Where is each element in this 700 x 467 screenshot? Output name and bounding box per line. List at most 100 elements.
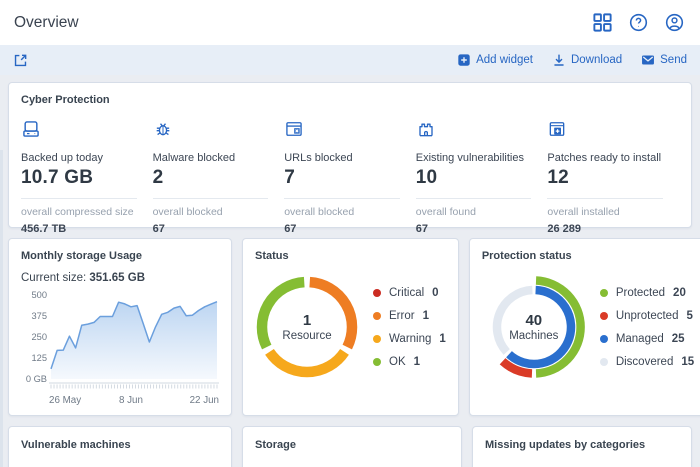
download-button[interactable]: Download [552, 53, 622, 67]
legend-item-error[interactable]: Error 1 [373, 304, 446, 327]
missing-updates-title: Missing updates by categories [485, 439, 679, 451]
svg-text:500: 500 [31, 290, 47, 300]
cyber-stats-row: Backed up today 10.7 GB overall compress… [21, 119, 679, 235]
stat-subvalue: 456.7 TB [21, 223, 141, 235]
svg-text:26 May: 26 May [49, 395, 81, 406]
legend-item-unprotected[interactable]: Unprotected 5 [600, 304, 694, 327]
svg-text:250: 250 [31, 332, 47, 342]
left-edge-divider [0, 150, 3, 467]
stat-sublabel: overall blocked [153, 206, 273, 218]
stat-value: 2 [153, 167, 273, 189]
help-icon[interactable] [629, 13, 648, 32]
stat-sublabel: overall found [416, 206, 536, 218]
send-button[interactable]: Send [641, 53, 687, 67]
stat-patches-ready[interactable]: Patches ready to install 12 overall inst… [547, 119, 679, 235]
report-toolbar: Add widget Download Send [0, 45, 700, 75]
stat-label: Malware blocked [153, 152, 273, 164]
status-donut-row: 1 Resource Critical 0 Error [255, 275, 446, 379]
toolbar-actions: Add widget Download Send [457, 53, 687, 67]
svg-text:22 Jun: 22 Jun [190, 395, 219, 406]
legend-dot [373, 312, 381, 320]
bottom-widgets-row: Vulnerable machines Storage Missing upda… [8, 426, 692, 467]
storage-title: Storage [255, 439, 449, 451]
protection-status-panel: Protection status 40 Machines Protected [469, 238, 700, 416]
stat-sublabel: overall installed [547, 206, 667, 218]
storage-panel: Storage [242, 426, 462, 467]
legend-dot [600, 289, 608, 297]
send-envelope-icon [641, 53, 655, 67]
expand-icon[interactable] [13, 53, 28, 68]
stat-value: 7 [284, 167, 404, 189]
stat-subvalue: 67 [153, 223, 273, 235]
malware-bug-icon [153, 119, 173, 139]
legend-dot [600, 358, 608, 366]
vulnerable-machines-panel: Vulnerable machines [8, 426, 232, 467]
divider [547, 198, 663, 199]
status-donut-chart[interactable]: 1 Resource [255, 275, 359, 379]
protection-legend: Protected 20 Unprotected 5 Managed 25 [600, 281, 694, 373]
stat-subvalue: 67 [284, 223, 404, 235]
protection-donut-row: 40 Machines Protected 20 Unprotected [482, 275, 694, 379]
status-title: Status [255, 250, 446, 262]
stat-value: 10.7 GB [21, 167, 141, 189]
cyber-protection-title: Cyber Protection [21, 94, 679, 106]
stat-value: 10 [416, 167, 536, 189]
monthly-storage-title: Monthly storage Usage [21, 250, 219, 262]
stat-subvalue: 67 [416, 223, 536, 235]
add-widget-button[interactable]: Add widget [457, 53, 533, 67]
stat-subvalue: 26 289 [547, 223, 667, 235]
app-header: Overview [0, 0, 700, 45]
protection-donut-chart[interactable]: 40 Machines [482, 275, 586, 379]
add-widget-icon [457, 53, 471, 67]
patch-install-icon [547, 119, 567, 139]
status-panel: Status 1 Resource Critical 0 [242, 238, 459, 416]
stat-malware-blocked[interactable]: Malware blocked 2 overall blocked 67 [153, 119, 285, 235]
page-title: Overview [14, 14, 79, 32]
svg-text:375: 375 [31, 311, 47, 321]
stat-label: Patches ready to install [547, 152, 667, 164]
legend-item-protected[interactable]: Protected 20 [600, 281, 694, 304]
stat-label: Existing vulnerabilities [416, 152, 536, 164]
legend-dot [600, 312, 608, 320]
divider [284, 198, 400, 199]
status-legend: Critical 0 Error 1 Warning 1 [373, 281, 446, 373]
cyber-protection-panel: Cyber Protection Backed up today 10.7 GB… [8, 82, 692, 228]
legend-item-ok[interactable]: OK 1 [373, 350, 446, 373]
storage-usage-area-chart[interactable]: 5003752501250 GB26 May8 Jun22 Jun [21, 287, 221, 407]
stat-sublabel: overall blocked [284, 206, 404, 218]
divider [153, 198, 269, 199]
stat-sublabel: overall compressed size [21, 206, 141, 218]
svg-text:8 Jun: 8 Jun [119, 395, 143, 406]
stat-backed-up-today[interactable]: Backed up today 10.7 GB overall compress… [21, 119, 153, 235]
legend-item-warning[interactable]: Warning 1 [373, 327, 446, 350]
legend-dot [600, 335, 608, 343]
dashboard-content: Cyber Protection Backed up today 10.7 GB… [0, 75, 700, 467]
stat-existing-vulnerabilities[interactable]: Existing vulnerabilities 10 overall foun… [416, 119, 548, 235]
download-icon [552, 53, 566, 67]
header-icons [593, 13, 684, 32]
backup-drive-icon [21, 119, 41, 139]
vulnerable-machines-title: Vulnerable machines [21, 439, 219, 451]
fortress-icon [416, 119, 436, 139]
missing-updates-panel: Missing updates by categories [472, 426, 692, 467]
legend-dot [373, 358, 381, 366]
legend-dot [373, 289, 381, 297]
legend-dot [373, 335, 381, 343]
stat-urls-blocked[interactable]: URLs blocked 7 overall blocked 67 [284, 119, 416, 235]
svg-text:0 GB: 0 GB [26, 374, 47, 384]
browser-blocked-icon [284, 119, 304, 139]
protection-status-title: Protection status [482, 250, 694, 262]
divider [416, 198, 532, 199]
monthly-storage-panel: Monthly storage Usage Current size: 351.… [8, 238, 232, 416]
divider [21, 198, 137, 199]
stat-value: 12 [547, 167, 667, 189]
legend-item-discovered[interactable]: Discovered 15 [600, 350, 694, 373]
stat-label: Backed up today [21, 152, 141, 164]
current-size: Current size: 351.65 GB [21, 272, 219, 284]
legend-item-managed[interactable]: Managed 25 [600, 327, 694, 350]
apps-grid-icon[interactable] [593, 13, 612, 32]
account-icon[interactable] [665, 13, 684, 32]
stat-label: URLs blocked [284, 152, 404, 164]
legend-item-critical[interactable]: Critical 0 [373, 281, 446, 304]
overview-screen: Overview [0, 0, 700, 467]
